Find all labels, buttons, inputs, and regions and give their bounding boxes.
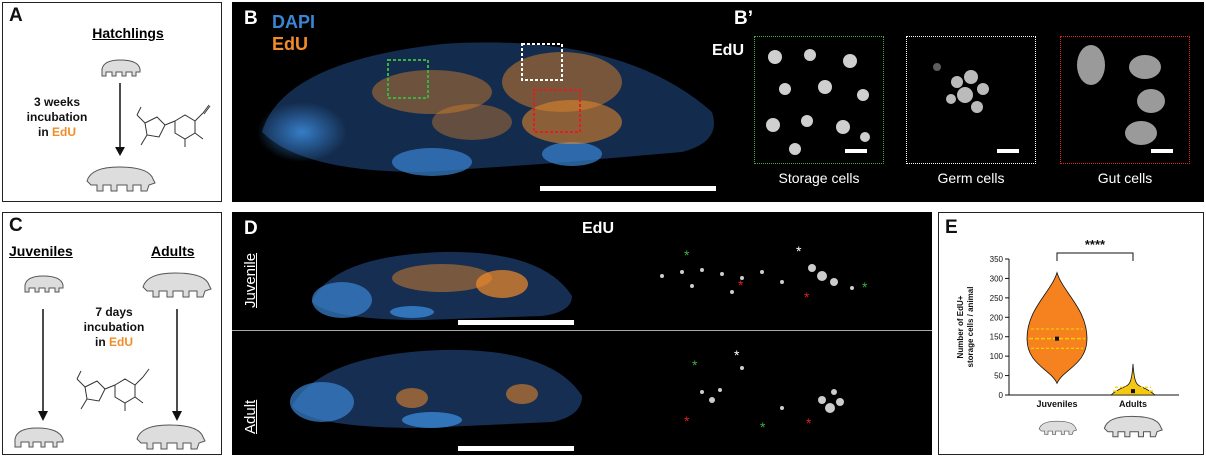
svg-text:*: * xyxy=(734,347,740,363)
legend-dapi: DAPI xyxy=(272,12,316,32)
significance-label: **** xyxy=(1085,237,1106,252)
arrow-down-icon xyxy=(115,83,125,156)
svg-text:*: * xyxy=(692,357,698,373)
y-tick-label: 100 xyxy=(990,352,1004,361)
violin-chart: 0 50 100 150 200 250 300 350 Number of EdU+stora… xyxy=(956,237,1179,438)
scale-bar-b xyxy=(540,186,716,191)
svg-text:*: * xyxy=(684,247,690,263)
juvenile-edu-image: * * * * * xyxy=(660,243,868,305)
panel-c-title-right: Adults xyxy=(151,243,195,259)
panel-c-duration: 7 days incubation in EdU xyxy=(61,305,167,350)
violin-adults xyxy=(1109,363,1157,396)
label-gut-cells: Gut cells xyxy=(1097,170,1153,186)
duration-line2: incubation xyxy=(26,110,88,124)
row-label-adult: Adult xyxy=(242,399,259,434)
juvenile-icon xyxy=(1038,420,1078,435)
inset-storage-cells xyxy=(754,36,884,164)
panel-d-channel: EdU xyxy=(582,220,614,237)
svg-text:*: * xyxy=(738,277,744,293)
b-prime-channel: EdU xyxy=(712,42,744,59)
label-germ-cells: Germ cells xyxy=(937,170,1005,186)
svg-text:*: * xyxy=(760,419,766,435)
svg-text:*: * xyxy=(684,413,690,429)
row-divider xyxy=(232,330,932,331)
arrow-down-right-icon xyxy=(172,309,182,421)
juvenile-merged-image xyxy=(312,251,572,320)
y-tick-label: 50 xyxy=(994,372,1003,381)
adult-icon xyxy=(142,272,212,298)
adult-merged-image xyxy=(290,349,582,428)
adult-edu-image: * * * * * xyxy=(684,347,844,435)
label-storage-cells: Storage cells xyxy=(778,170,860,186)
adult-icon xyxy=(1103,415,1163,438)
svg-text:*: * xyxy=(862,279,868,295)
legend-edu: EdU xyxy=(272,34,308,54)
panel-a-title: Hatchlings xyxy=(92,25,164,41)
mean-marker xyxy=(1131,389,1135,394)
y-tick-label: 350 xyxy=(990,255,1004,264)
row-label-juvenile: Juvenile xyxy=(242,252,259,308)
hatchling-icon xyxy=(101,59,141,77)
duration-line1: 7 days xyxy=(95,305,133,319)
edu-molecule-icon xyxy=(136,104,211,147)
svg-text:*: * xyxy=(804,289,810,305)
panel-d: D EdU Juvenile Adult * * * * * xyxy=(232,212,932,455)
y-axis-label: Number of EdU+storage cells / animal xyxy=(956,287,975,368)
reagent-edu: EdU xyxy=(52,125,76,139)
duration-line3: in EdU xyxy=(37,125,76,139)
tardigrade-micrograph-b xyxy=(257,42,714,176)
panel-e-letter: E xyxy=(945,217,958,238)
scale-bar-adult xyxy=(458,446,574,451)
inset-gut-cells xyxy=(1060,36,1190,164)
duration-line1: 3 weeks xyxy=(33,95,81,109)
violin-juveniles xyxy=(1026,271,1088,385)
y-tick-label: 300 xyxy=(990,274,1004,283)
panel-c-title-left: Juveniles xyxy=(9,243,73,259)
y-tick-label: 250 xyxy=(990,294,1004,303)
x-tick-label: Adults xyxy=(1119,399,1147,409)
panel-e: E 0 50 100 150 200 250 300 350 Number of EdU+sto… xyxy=(938,212,1204,455)
panel-b-prime: B’ EdU Storage cells Germ cells Gut cell… xyxy=(712,2,1204,202)
reagent-edu: EdU xyxy=(109,335,133,349)
panel-a-letter: A xyxy=(9,5,23,26)
panel-b-letter: B xyxy=(244,8,258,29)
panel-d-letter: D xyxy=(244,218,258,239)
edu-molecule-icon xyxy=(76,368,150,411)
duration-line3: in EdU xyxy=(94,335,133,349)
panel-b-prime-letter: B’ xyxy=(734,8,753,29)
adult-bottom-icon xyxy=(136,424,206,450)
adult-tardigrade-icon xyxy=(86,166,156,192)
y-tick-label: 0 xyxy=(999,391,1004,400)
svg-text:*: * xyxy=(796,243,802,259)
mean-marker xyxy=(1055,336,1059,341)
juvenile-icon xyxy=(24,275,64,293)
panel-a: A Hatchlings 3 weeks incubation in EdU xyxy=(2,2,222,202)
panel-c: C Juveniles Adults 7 days incubation in … xyxy=(2,212,222,455)
arrow-down-left-icon xyxy=(38,309,48,421)
inset-germ-cells xyxy=(906,36,1036,164)
significance-bracket xyxy=(1056,252,1134,261)
juvenile-bottom-icon xyxy=(14,427,64,448)
y-tick-label: 200 xyxy=(990,313,1004,322)
svg-text:*: * xyxy=(806,415,812,431)
panel-c-letter: C xyxy=(9,215,23,236)
y-tick-label: 150 xyxy=(990,333,1004,342)
duration-line2: incubation xyxy=(83,320,145,334)
panel-b: B DAPI EdU xyxy=(232,2,732,202)
scale-bar-juvenile xyxy=(458,320,574,325)
x-tick-label: Juveniles xyxy=(1036,399,1077,409)
panel-a-duration: 3 weeks incubation in EdU xyxy=(7,95,107,140)
